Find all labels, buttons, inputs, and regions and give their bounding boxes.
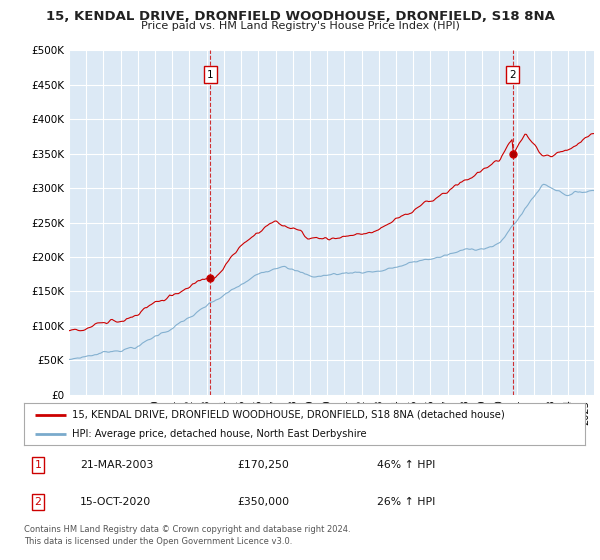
Text: £170,250: £170,250 [237, 460, 289, 470]
Text: Price paid vs. HM Land Registry's House Price Index (HPI): Price paid vs. HM Land Registry's House … [140, 21, 460, 31]
Text: HPI: Average price, detached house, North East Derbyshire: HPI: Average price, detached house, Nort… [71, 429, 367, 439]
Text: 26% ↑ HPI: 26% ↑ HPI [377, 497, 436, 507]
Text: 1: 1 [207, 69, 214, 80]
Text: 15-OCT-2020: 15-OCT-2020 [80, 497, 151, 507]
Text: 46% ↑ HPI: 46% ↑ HPI [377, 460, 436, 470]
Text: 15, KENDAL DRIVE, DRONFIELD WOODHOUSE, DRONFIELD, S18 8NA (detached house): 15, KENDAL DRIVE, DRONFIELD WOODHOUSE, D… [71, 409, 505, 419]
Text: Contains HM Land Registry data © Crown copyright and database right 2024.: Contains HM Land Registry data © Crown c… [24, 525, 350, 534]
Text: 21-MAR-2003: 21-MAR-2003 [80, 460, 154, 470]
Text: £350,000: £350,000 [237, 497, 289, 507]
Text: 1: 1 [35, 460, 41, 470]
Text: This data is licensed under the Open Government Licence v3.0.: This data is licensed under the Open Gov… [24, 538, 292, 547]
Text: 2: 2 [509, 69, 516, 80]
Text: 2: 2 [35, 497, 41, 507]
Text: 15, KENDAL DRIVE, DRONFIELD WOODHOUSE, DRONFIELD, S18 8NA: 15, KENDAL DRIVE, DRONFIELD WOODHOUSE, D… [46, 10, 554, 23]
